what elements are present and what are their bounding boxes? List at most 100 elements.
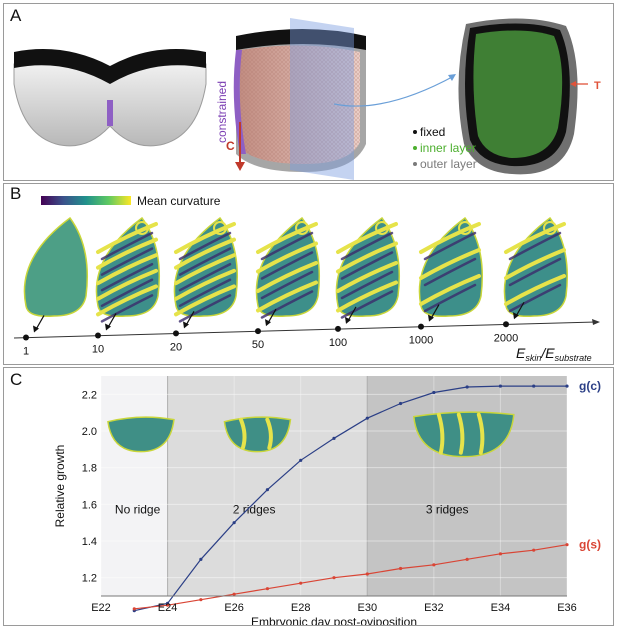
series-point bbox=[365, 572, 369, 576]
series-point bbox=[465, 385, 469, 389]
stiffness-tick-label: 50 bbox=[252, 339, 264, 351]
panel-a: A const bbox=[3, 3, 614, 181]
series-point bbox=[232, 592, 236, 596]
y-axis-label: Relative growth bbox=[53, 445, 67, 528]
panel-c: C No ridge 2 ridges 3 ridges g(c) g(s) 1.2 1… bbox=[3, 367, 614, 626]
series-point bbox=[398, 401, 403, 406]
region-label-3: 3 ridges bbox=[426, 503, 469, 517]
series-point bbox=[199, 557, 203, 561]
stiffness-ticks: 1 10 20 50 100 1000 2000 bbox=[23, 321, 518, 357]
series-point bbox=[332, 436, 336, 440]
saddle-shell bbox=[13, 49, 207, 147]
ridge-shell-1 bbox=[107, 416, 175, 453]
y-tick-label: 1.2 bbox=[82, 573, 97, 585]
x-tick-label: E28 bbox=[291, 602, 311, 614]
region-label-1: No ridge bbox=[115, 503, 161, 517]
stiffness-axis bbox=[13, 321, 597, 339]
series-point bbox=[565, 384, 569, 388]
series-point bbox=[498, 384, 503, 388]
layer-legend: fixed inner layer outer layer bbox=[413, 125, 477, 171]
x-tick-label: E26 bbox=[224, 602, 244, 614]
stiffness-marker bbox=[173, 330, 179, 337]
series-label-1: g(c) bbox=[579, 379, 601, 393]
series-point bbox=[532, 548, 536, 552]
cutting-plane bbox=[290, 18, 354, 180]
x-axis-label: Embryonic day post-oviposition bbox=[251, 615, 417, 625]
constrained-label: constrained bbox=[215, 81, 229, 143]
panel-a-label: A bbox=[10, 6, 22, 25]
series-point bbox=[165, 603, 170, 607]
series-point bbox=[432, 390, 436, 395]
colorbar-label: Mean curvature bbox=[137, 194, 221, 208]
series-line-2 bbox=[134, 544, 568, 610]
series-point bbox=[498, 552, 503, 556]
series-point bbox=[132, 607, 136, 611]
x-tick-label: E32 bbox=[424, 602, 444, 614]
series-point bbox=[332, 576, 336, 580]
ridge-shell-2 bbox=[223, 416, 292, 453]
series-point bbox=[432, 563, 436, 567]
ridge-shell-3 bbox=[412, 411, 515, 458]
panel-b-illustration: Mean curvature 1 10 20 50 100 1000 2000 Eskin/… bbox=[13, 194, 600, 363]
series-point bbox=[265, 488, 270, 492]
x-tick-label: E24 bbox=[158, 602, 178, 614]
x-tick-label: E22 bbox=[91, 602, 111, 614]
x-tick-label: E30 bbox=[357, 602, 377, 614]
stiffness-marker bbox=[255, 328, 261, 335]
stiffness-tick-label: 10 bbox=[92, 343, 104, 355]
stiffness-marker bbox=[95, 332, 101, 339]
curvature-shell-6 bbox=[418, 216, 484, 322]
legend-fixed: fixed bbox=[420, 125, 445, 139]
x-tick-label: E34 bbox=[491, 602, 511, 614]
series-point bbox=[565, 543, 569, 547]
region-3 bbox=[367, 376, 567, 596]
curvature-shell-7 bbox=[503, 216, 569, 320]
stiffness-tick-label: 1000 bbox=[409, 335, 433, 347]
x-tick-label: E36 bbox=[557, 602, 577, 614]
stiffness-tick-label: 1 bbox=[23, 345, 29, 357]
curvature-shell-3 bbox=[173, 216, 239, 329]
stiffness-marker bbox=[503, 321, 509, 328]
curvature-shell-1 bbox=[23, 216, 89, 333]
cross-section bbox=[458, 18, 588, 175]
y-tick-label: 2.2 bbox=[82, 389, 97, 401]
series-label-2: g(s) bbox=[579, 538, 601, 552]
stiffness-tick-label: 100 bbox=[329, 337, 347, 349]
y-tick-label: 2.0 bbox=[82, 426, 97, 438]
series-point bbox=[199, 598, 203, 602]
curvature-shell-5 bbox=[335, 216, 401, 324]
series-point bbox=[232, 521, 236, 525]
y-tick-label: 1.6 bbox=[82, 499, 97, 511]
curvature-shell-2 bbox=[95, 216, 161, 331]
series-line-1 bbox=[134, 385, 567, 612]
stiffness-axis-label: Eskin/Esubstrate bbox=[516, 345, 592, 363]
stiffness-tick-label: 20 bbox=[170, 341, 182, 353]
series-point bbox=[265, 587, 270, 591]
stiffness-marker bbox=[23, 334, 29, 341]
series-point bbox=[365, 416, 369, 420]
y-tick-label: 1.8 bbox=[82, 463, 97, 475]
cut-shell bbox=[233, 18, 456, 180]
legend-outer-layer: outer layer bbox=[420, 157, 477, 171]
stiffness-marker bbox=[418, 323, 424, 330]
t-label: T bbox=[594, 80, 601, 92]
shell-row bbox=[23, 216, 569, 333]
panel-b: B Mean curvature 1 10 20 50 100 1000 2000 Eski… bbox=[3, 183, 614, 365]
series-point bbox=[299, 581, 303, 585]
constraint-strip bbox=[107, 100, 113, 126]
panel-a-illustration: constrained C T fixed inner layer outer … bbox=[13, 18, 601, 180]
region-1 bbox=[101, 376, 168, 596]
legend-inner-layer: inner layer bbox=[420, 141, 476, 155]
series-point bbox=[465, 557, 469, 561]
panel-c-label: C bbox=[10, 370, 23, 389]
c-label: C bbox=[226, 139, 235, 153]
series-point bbox=[398, 566, 403, 571]
stiffness-marker bbox=[335, 325, 341, 332]
series-point bbox=[532, 384, 536, 388]
series-point bbox=[299, 458, 303, 462]
stiffness-tick-label: 2000 bbox=[494, 332, 518, 344]
growth-chart: No ridge 2 ridges 3 ridges g(c)g(s) 1.21.4… bbox=[53, 376, 601, 625]
panel-b-label: B bbox=[10, 184, 22, 203]
y-tick-label: 1.4 bbox=[82, 536, 97, 548]
colorbar bbox=[41, 196, 131, 205]
